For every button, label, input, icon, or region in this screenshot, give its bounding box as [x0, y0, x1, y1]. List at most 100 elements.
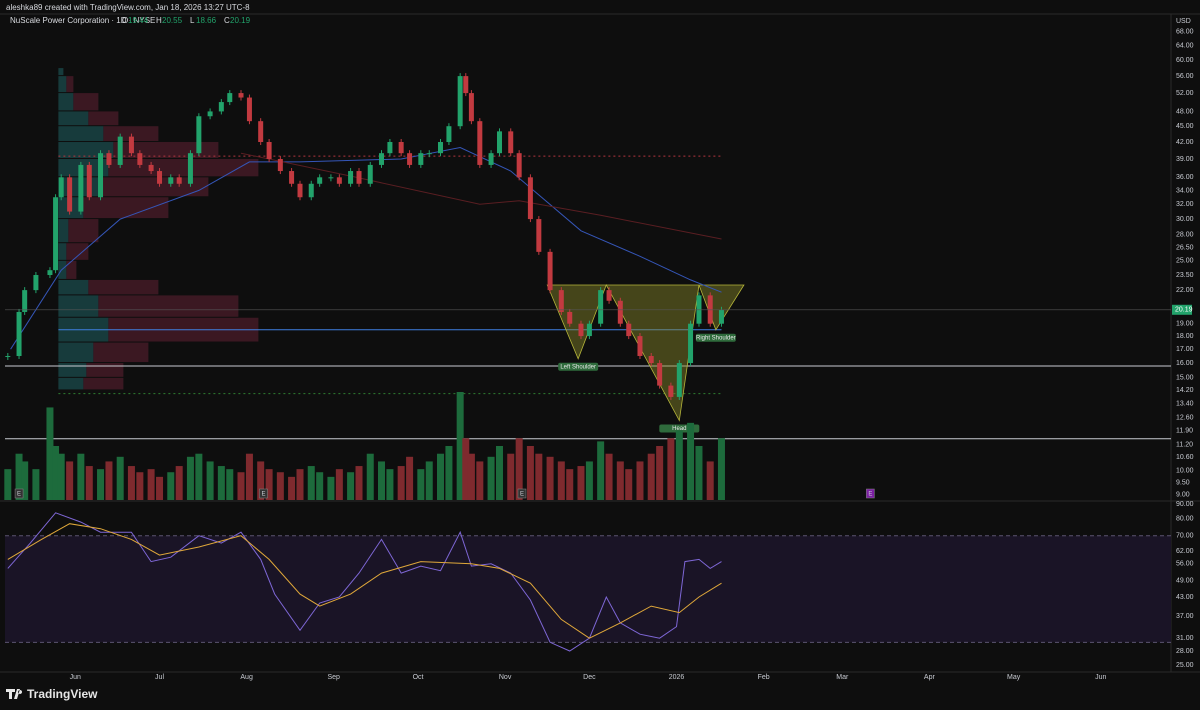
y-tick-label: 10.00 — [1176, 468, 1194, 475]
volume-bar — [597, 441, 605, 500]
volume-bar — [625, 469, 633, 500]
y-tick-label: 12.60 — [1176, 415, 1194, 422]
x-tick-label: Jul — [155, 674, 164, 681]
candle — [348, 171, 354, 184]
candle — [387, 142, 393, 154]
y-tick-label: 26.50 — [1176, 244, 1194, 251]
profile-down — [93, 342, 149, 363]
ohlc-label: L — [190, 16, 195, 25]
earnings-label: E — [261, 492, 265, 498]
ohlc-label: C — [224, 16, 230, 25]
rsi-ma-line — [7, 523, 722, 639]
pattern-label-box — [695, 333, 736, 342]
candle — [238, 93, 244, 98]
pattern-label: Head — [672, 426, 686, 432]
volume-bar — [127, 466, 135, 500]
volume-bar — [526, 446, 534, 500]
y-tick-label: 39.00 — [1176, 156, 1194, 163]
profile-up — [58, 158, 109, 177]
volume-bar — [156, 476, 164, 500]
volume-bar — [15, 453, 23, 500]
profile-down — [73, 93, 99, 111]
earnings-label: E — [520, 492, 524, 498]
profile-up — [58, 342, 94, 363]
candle — [356, 171, 362, 184]
volume-bar — [667, 438, 675, 500]
candle — [527, 177, 533, 220]
volume-bar — [355, 466, 363, 500]
candle — [367, 164, 373, 184]
volume-bar — [116, 456, 124, 500]
volume-bar — [85, 466, 93, 500]
candle — [117, 136, 123, 165]
candle — [468, 93, 474, 122]
profile-up — [58, 126, 104, 142]
candle — [547, 251, 553, 291]
profile-down — [103, 126, 159, 142]
profile-up — [58, 93, 74, 111]
y-tick-label: 25.00 — [1176, 258, 1194, 265]
candle — [457, 76, 463, 127]
candle — [78, 164, 84, 212]
rsi-tick-label: 90.00 — [1176, 501, 1194, 508]
volume-bar — [425, 461, 433, 500]
volume-bar — [386, 469, 394, 500]
y-tick-label: 32.00 — [1176, 201, 1194, 208]
rsi-tick-label: 49.00 — [1176, 577, 1194, 584]
candle — [128, 136, 134, 154]
rsi-tick-label: 28.00 — [1176, 648, 1194, 655]
x-tick-label: Nov — [499, 674, 512, 681]
candle — [67, 177, 73, 212]
y-tick-label: 28.00 — [1176, 232, 1194, 239]
volume-bar — [467, 453, 475, 500]
y-tick-label: 17.00 — [1176, 346, 1194, 353]
y-tick-label: 18.00 — [1176, 333, 1194, 340]
volume-bar — [307, 466, 315, 500]
candle — [567, 311, 573, 324]
candle — [578, 323, 584, 337]
candle — [426, 153, 432, 155]
ohlc-value: 19.44 — [128, 16, 149, 25]
earnings-label: E — [868, 492, 872, 498]
volume-bar — [515, 438, 523, 500]
candle — [317, 177, 323, 184]
volume-bar — [136, 472, 144, 500]
profile-down — [66, 260, 77, 279]
x-tick-label: Apr — [924, 674, 936, 681]
volume-bar — [195, 453, 203, 500]
candle — [277, 158, 283, 172]
y-tick-label: 14.20 — [1176, 387, 1194, 394]
volume-bar — [577, 466, 585, 500]
rsi-tick-label: 70.00 — [1176, 533, 1194, 540]
volume-bar — [97, 469, 105, 500]
profile-down — [88, 111, 119, 126]
profile-up — [58, 76, 67, 93]
x-tick-label: Feb — [758, 674, 770, 681]
volume-bar — [175, 466, 183, 500]
volume-bar — [507, 453, 515, 500]
candle — [637, 336, 643, 357]
rsi-tick-label: 25.00 — [1176, 662, 1194, 669]
y-tick-label: 22.00 — [1176, 287, 1194, 294]
candle — [5, 356, 11, 358]
candle — [207, 111, 213, 117]
rsi-tick-label: 37.00 — [1176, 613, 1194, 620]
candle — [668, 385, 674, 397]
volume-bar — [557, 461, 565, 500]
rsi-line — [7, 512, 722, 652]
candle — [137, 153, 143, 165]
x-tick-label: Jun — [1095, 674, 1106, 681]
y-tick-label: 64.00 — [1176, 42, 1194, 49]
candle — [187, 153, 193, 184]
volume-bar — [675, 430, 683, 500]
volume-bar — [462, 438, 470, 500]
y-tick-label: 68.00 — [1176, 28, 1194, 35]
profile-up — [58, 260, 67, 279]
logo: TradingView — [27, 687, 98, 701]
volume-bar — [276, 472, 284, 500]
ohlc-label: O — [122, 16, 128, 25]
volume-bar — [417, 469, 425, 500]
earnings-label: E — [17, 492, 21, 498]
candle — [33, 275, 39, 291]
candle — [477, 121, 483, 165]
